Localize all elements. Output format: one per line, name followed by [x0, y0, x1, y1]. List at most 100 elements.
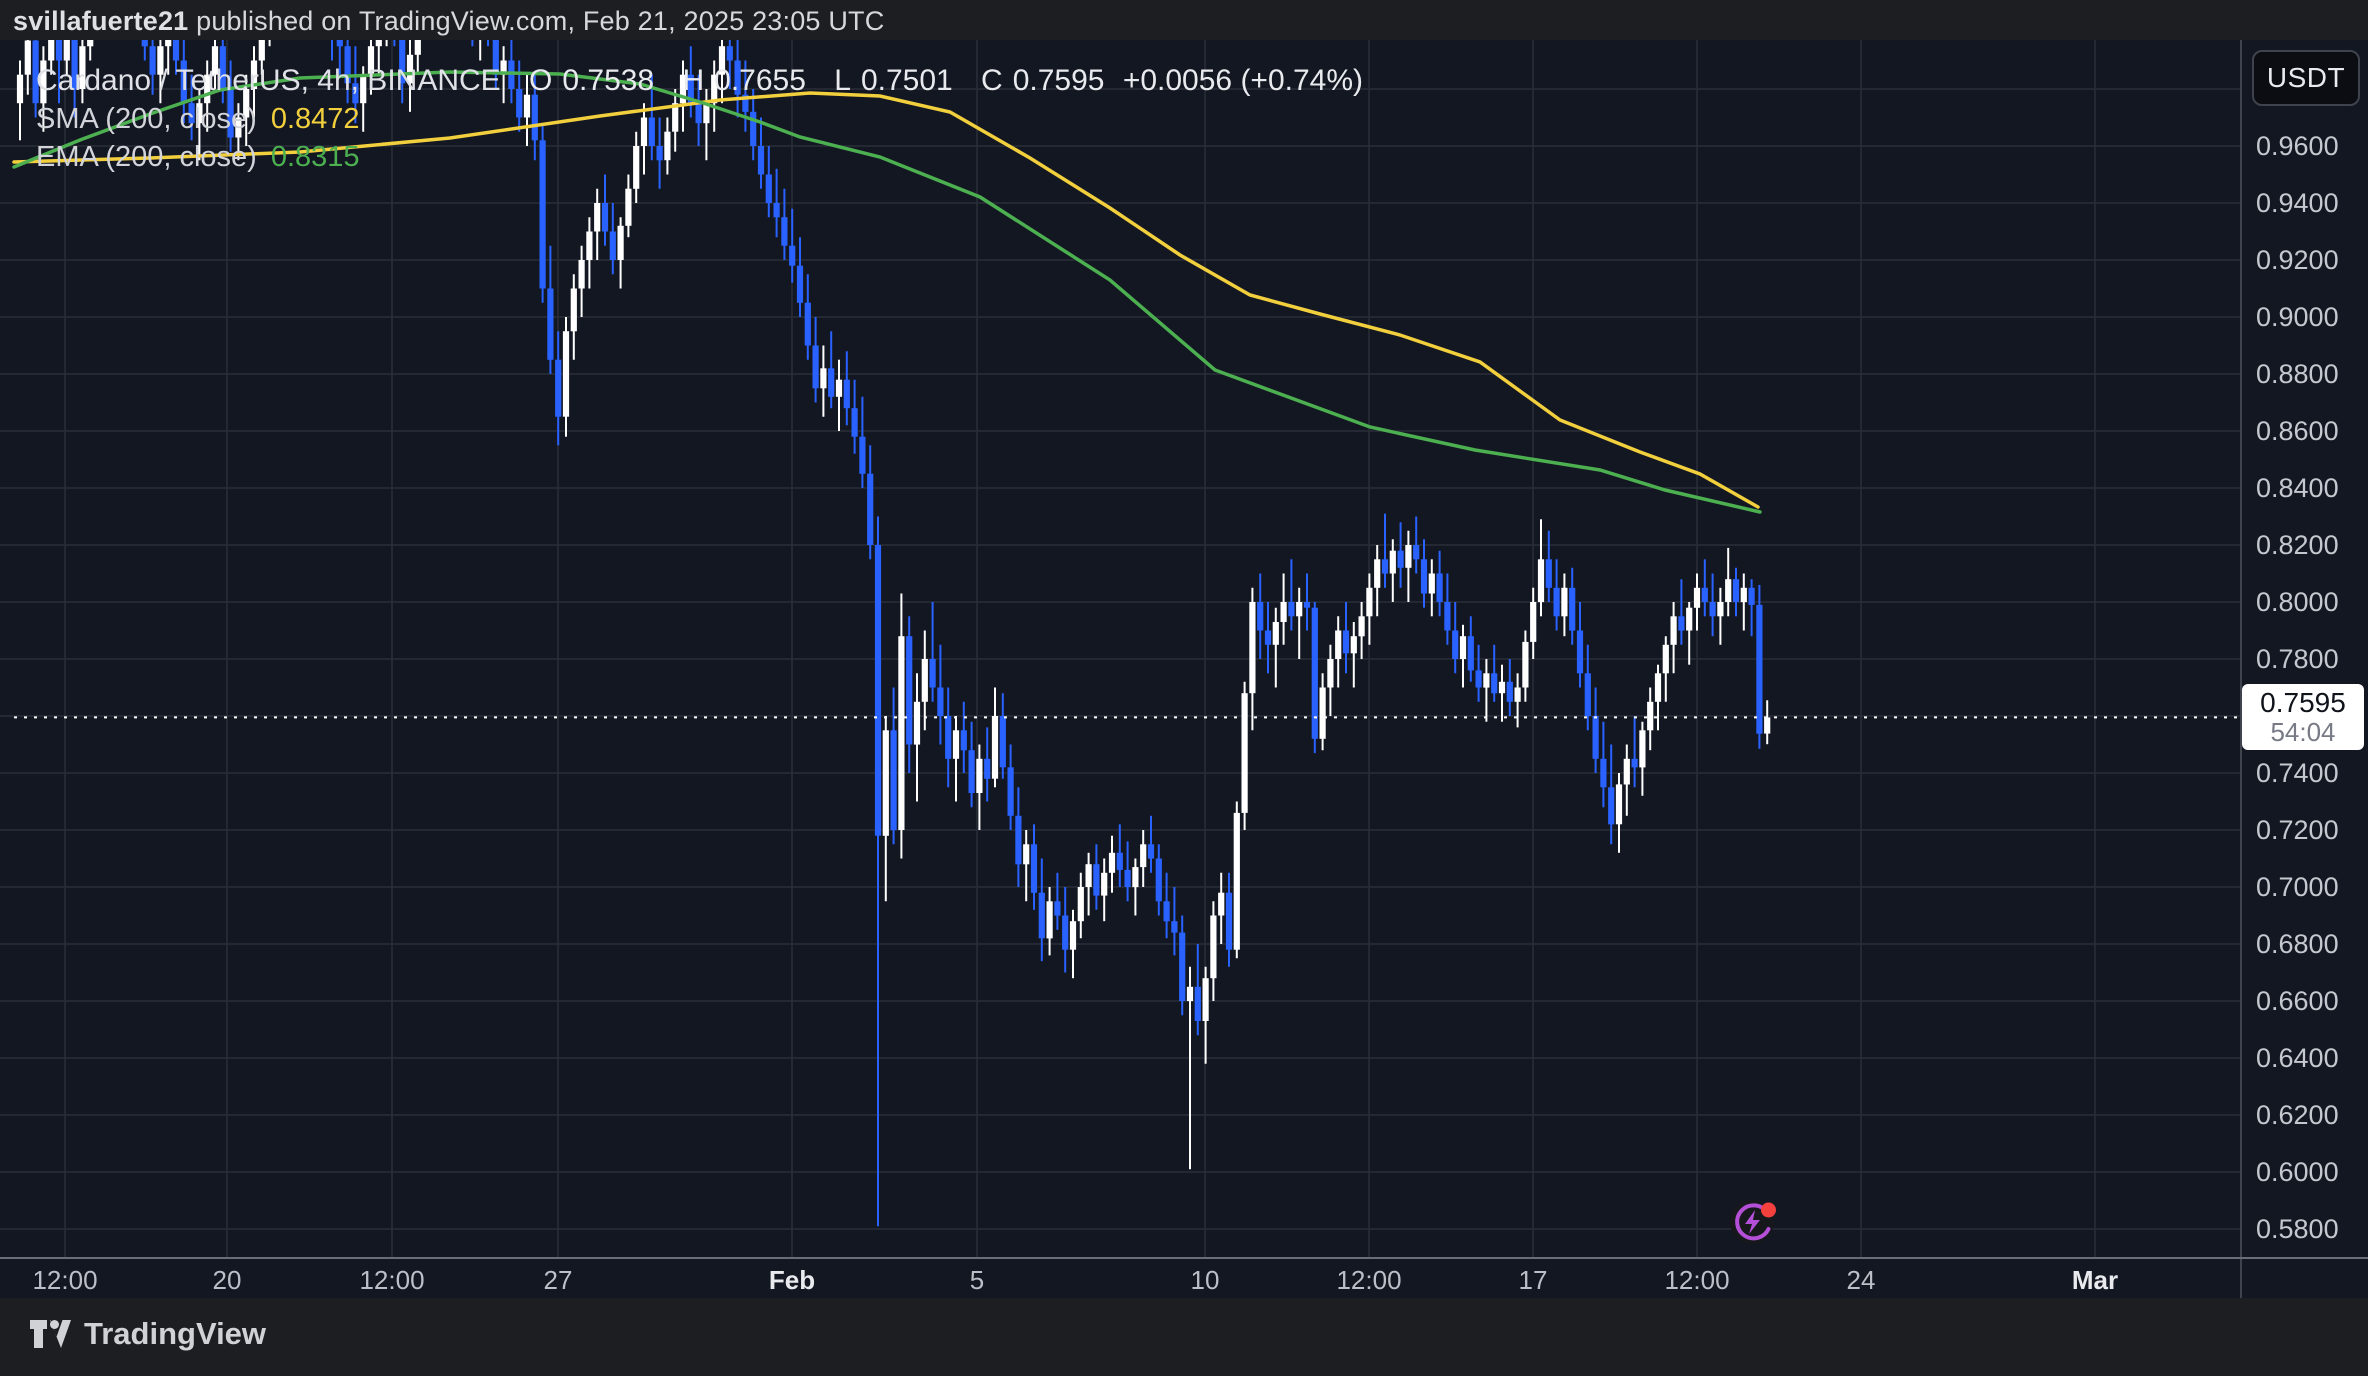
candle-body-down — [890, 730, 897, 831]
candle-body-up — [640, 117, 648, 146]
candle-body-up — [414, 40, 421, 55]
candle-body-down — [1576, 630, 1584, 674]
candle-body-down — [1709, 602, 1716, 617]
price-tick-label: 0.7000 — [2256, 872, 2339, 902]
candle-body-down — [1545, 559, 1552, 588]
candle-body-up — [1218, 892, 1225, 916]
candle-body-down — [188, 103, 195, 124]
time-tick-label: 27 — [543, 1265, 573, 1295]
candle-body-down — [906, 636, 913, 745]
candle-body-up — [24, 40, 31, 75]
candle-body-up — [1280, 602, 1287, 622]
time-scale[interactable]: 12:00 20 12:00 27 Feb 5 10 12:00 17 12:00 24 Mar — [0, 1257, 2368, 1300]
candle-body-down — [1467, 636, 1474, 671]
tradingview-logo-text: TradingView — [84, 1316, 267, 1351]
candle-body-down — [937, 687, 944, 716]
candle-body-up — [1483, 673, 1490, 688]
price-tick-label: 0.7400 — [2256, 758, 2339, 788]
candle-body-down — [1584, 673, 1591, 717]
candle-countdown: 54:04 — [2270, 717, 2336, 747]
candle-body-up — [204, 74, 211, 104]
candle-body-down — [726, 46, 733, 61]
candle-body-down — [1015, 815, 1022, 865]
candle-body-down — [609, 231, 616, 260]
candle-body-up — [250, 60, 258, 89]
candle-body-up — [898, 636, 905, 830]
candle-body-up — [258, 40, 265, 61]
candle-body-down — [874, 545, 882, 836]
candle-body-up — [1693, 587, 1701, 608]
candle-body-down — [1608, 787, 1615, 825]
candle-body-up — [711, 74, 718, 104]
candle-body-up — [1561, 587, 1568, 617]
candle-body-up — [1023, 844, 1030, 865]
candle-body-down — [336, 40, 343, 47]
time-tick-label: 12:00 — [359, 1265, 425, 1295]
candle-body-down — [1420, 559, 1428, 594]
flash-icon — [1745, 1210, 1760, 1234]
candle-body-down — [1194, 986, 1201, 1021]
candle-body-down — [789, 245, 796, 266]
currency-toggle-button[interactable]: USDT — [2252, 50, 2360, 106]
candle-body-down — [1397, 550, 1404, 568]
candle-body-down — [547, 288, 554, 360]
candle-body-down — [71, 40, 78, 90]
price-tick-label: 0.8000 — [2256, 587, 2339, 617]
candle-body-up — [196, 103, 203, 124]
flash-badge-dot — [1761, 1202, 1776, 1218]
candle-body-down — [687, 74, 694, 104]
price-tick-label: 0.8400 — [2256, 473, 2339, 503]
candle-body-up — [1530, 602, 1537, 642]
candle-body-down — [1592, 716, 1599, 759]
candle-body-up — [633, 146, 640, 189]
candle-body-down — [648, 117, 655, 146]
candle-body-up — [1537, 559, 1545, 603]
candle-body-up — [976, 758, 983, 793]
current-price-value: 0.7595 — [2260, 687, 2346, 718]
candle-body-down — [1257, 602, 1264, 631]
candle-body-up — [1374, 559, 1381, 588]
candle-body-down — [399, 40, 406, 84]
candle-body-down — [1007, 767, 1014, 816]
candle-body-up — [1615, 784, 1623, 825]
time-tick-label: Feb — [768, 1265, 816, 1295]
price-scale[interactable]: USDT 0.9600 0.9400 0.9200 0.9000 0.8800 0.860… — [2240, 40, 2368, 1257]
candle-body-up — [211, 46, 219, 75]
candle-body-up — [913, 701, 921, 745]
candle-body-up — [1498, 681, 1506, 694]
candle-body-up — [882, 730, 889, 836]
candle-body-up — [1101, 872, 1108, 896]
price-tick-label: 0.8200 — [2256, 530, 2339, 560]
axis-corner-separator — [2240, 1259, 2242, 1300]
candle-body-down — [539, 140, 546, 289]
candle-body-up — [1210, 915, 1217, 979]
attribution-bar: svillafuerte21 published on TradingView.… — [0, 0, 2368, 40]
candle-body-up — [1522, 641, 1529, 688]
time-tick-label: 12:00 — [1336, 1265, 1402, 1295]
candle-body-down — [1756, 604, 1763, 734]
candle-body-up — [1202, 978, 1209, 1021]
candle-body-up — [243, 89, 250, 118]
candle-body-down — [828, 368, 835, 397]
candle-body-down — [601, 203, 609, 232]
candle-body-up — [952, 730, 960, 759]
candle-body-up — [1069, 921, 1077, 950]
candle-body-down — [1303, 602, 1311, 608]
candle-body-down — [1553, 587, 1560, 617]
candle-body-down — [1225, 892, 1233, 950]
candle-body-up — [835, 379, 843, 397]
candle-body-up — [991, 716, 999, 779]
candle-body-up — [594, 203, 601, 232]
candle-body-down — [945, 716, 952, 759]
candle-body-down — [1030, 844, 1038, 893]
candle-body-down — [1444, 602, 1451, 631]
candlestick-plot[interactable] — [0, 40, 2240, 1257]
candle-body-down — [1732, 579, 1740, 602]
candle-body-down — [32, 40, 39, 104]
candle-body-up — [1085, 864, 1092, 887]
candle-body-up — [375, 40, 382, 47]
candle-body-down — [804, 302, 811, 346]
tradingview-logo[interactable]: TradingView — [30, 1316, 266, 1352]
candle-body-down — [851, 408, 858, 437]
candle-body-up — [664, 131, 671, 161]
